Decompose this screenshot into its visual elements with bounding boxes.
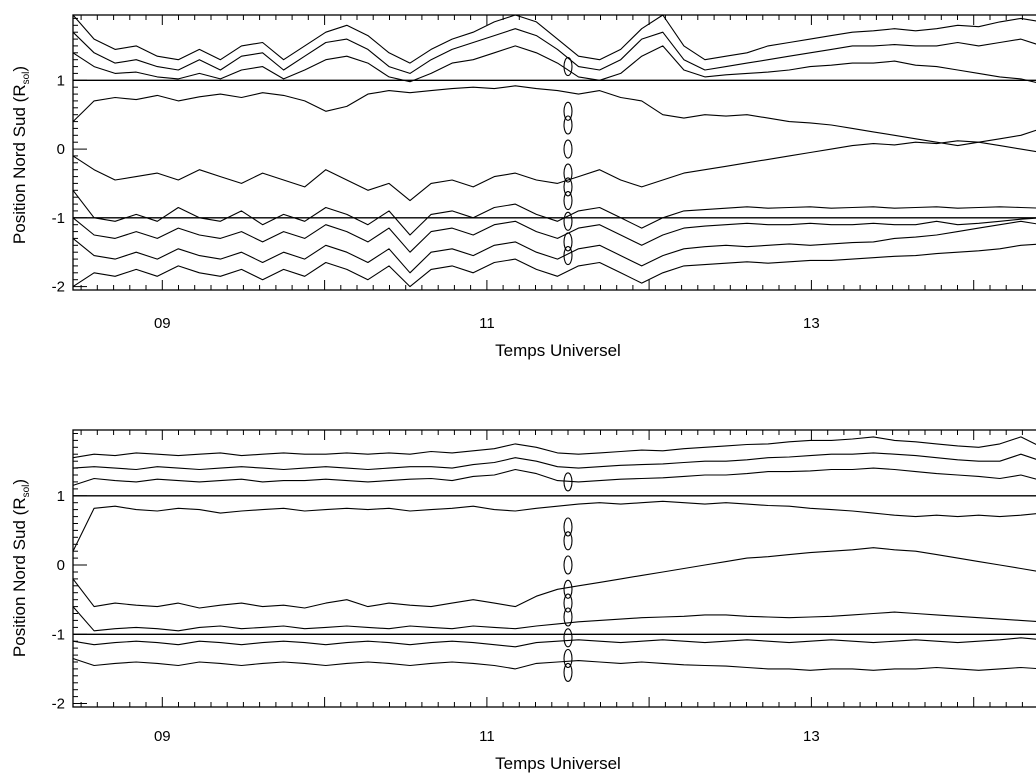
contour-level-inner-north <box>72 45 1036 83</box>
contour-level-core-south <box>72 547 1036 609</box>
x-tick-label: 11 <box>479 728 495 745</box>
contour-level-outer-north <box>72 14 1036 64</box>
contour-loop <box>563 177 573 197</box>
x-tick-label: 09 <box>154 728 171 745</box>
y-tick-label: -1 <box>52 210 65 227</box>
contour-loop <box>563 246 573 266</box>
contour-level-inner-north <box>72 467 1036 486</box>
contour-loop <box>563 101 573 121</box>
contour-loop <box>563 211 573 231</box>
y-tick-label: 1 <box>57 488 65 505</box>
x-tick-label: 09 <box>154 315 171 332</box>
contour-loop <box>563 628 573 648</box>
contour-loop <box>563 139 573 159</box>
plot-frame <box>72 14 1036 291</box>
contour-loop <box>563 57 573 77</box>
contour-loop <box>563 579 573 599</box>
y-tick-label: -2 <box>52 696 65 713</box>
contour-level-edge-south <box>72 243 1036 288</box>
x-tick-label: 13 <box>803 315 820 332</box>
contour-level-inner-south <box>72 606 1036 632</box>
contour-level-outer-south <box>72 220 1036 274</box>
contour-level-core-north <box>72 85 1036 147</box>
contour-level-outer-north <box>72 436 1036 459</box>
x-tick-label: 11 <box>479 315 495 332</box>
y-tick-label: -2 <box>52 279 65 296</box>
contour-loop <box>563 517 573 537</box>
y-axis-label: Position Nord Sud (Rsol) <box>10 66 32 244</box>
contour-loop <box>563 662 573 682</box>
contour-level-core-south <box>72 140 1036 202</box>
plot-frame <box>72 429 1036 708</box>
contour-loop <box>563 191 573 211</box>
contour-loop <box>563 607 573 627</box>
contour-loop <box>563 163 573 183</box>
top-contour-panel: -2 -1 0 1 09 11 13 Temps Universel Position N… <box>10 14 1036 360</box>
contour-loop <box>563 593 573 613</box>
y-tick-label: 0 <box>57 141 65 158</box>
contour-loop <box>563 531 573 551</box>
contour-loop <box>563 232 573 252</box>
contour-level-mid-south <box>72 217 1036 253</box>
contour-level-mid-south <box>72 637 1036 648</box>
y-tick-label: 1 <box>57 72 65 89</box>
x-tick-label: 13 <box>803 728 820 745</box>
contour-loop <box>563 555 573 575</box>
contour-level-mid-north <box>72 452 1036 471</box>
contour-level-core-north <box>72 500 1036 552</box>
contour-level-mid-north <box>72 28 1036 74</box>
x-axis-label: Temps Universel <box>495 754 621 773</box>
y-tick-label: 0 <box>57 557 65 574</box>
y-axis-label: Position Nord Sud (Rsol) <box>10 479 32 657</box>
contour-loop <box>563 648 573 669</box>
contour-loop <box>563 472 573 492</box>
contour-loop <box>563 115 573 135</box>
y-tick-label: -1 <box>52 626 65 643</box>
bottom-contour-panel: -2 -1 0 1 09 11 13 Temps Universel Position N… <box>10 429 1036 773</box>
contour-level-outer-south <box>72 657 1036 671</box>
x-axis-label: Temps Universel <box>495 341 621 360</box>
contour-level-inner-south <box>72 189 1036 236</box>
